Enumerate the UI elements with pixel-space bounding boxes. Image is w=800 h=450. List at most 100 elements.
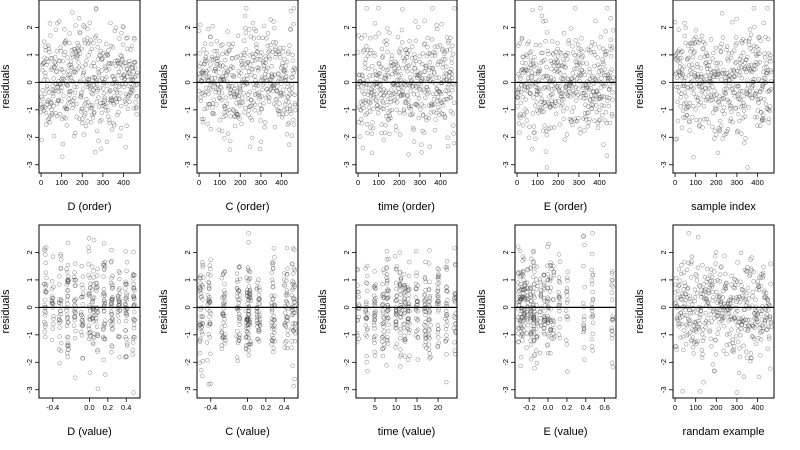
data-point <box>692 299 697 304</box>
data-point <box>742 65 748 70</box>
data-point <box>73 261 78 267</box>
data-point <box>606 95 612 101</box>
data-point <box>722 87 727 92</box>
data-point <box>272 25 277 31</box>
data-point <box>67 92 72 97</box>
data-point <box>445 143 451 149</box>
data-point <box>86 100 91 105</box>
data-point <box>531 301 536 306</box>
data-point <box>718 61 723 66</box>
data-point <box>213 69 219 74</box>
data-point <box>451 314 457 319</box>
y-tick-label: -1 <box>659 107 668 114</box>
data-point <box>244 323 249 328</box>
data-point <box>362 100 368 105</box>
data-point <box>101 90 107 96</box>
data-point <box>708 37 714 42</box>
data-point <box>269 301 274 306</box>
data-point <box>394 297 399 303</box>
data-point <box>608 37 614 42</box>
data-point <box>677 278 682 283</box>
data-point <box>49 337 55 343</box>
data-point <box>217 63 223 68</box>
data-point <box>92 63 97 69</box>
data-point <box>570 88 576 93</box>
data-point <box>414 328 419 334</box>
data-point <box>45 86 50 92</box>
data-point <box>592 63 597 69</box>
data-point <box>86 245 91 250</box>
data-point <box>244 329 249 334</box>
data-point <box>89 106 95 111</box>
data-point <box>557 122 562 127</box>
data-point <box>270 75 275 80</box>
data-point <box>206 26 211 32</box>
data-point <box>695 235 701 240</box>
data-point <box>564 106 570 111</box>
data-point <box>537 350 543 356</box>
data-point <box>761 117 767 122</box>
data-point <box>531 124 537 129</box>
y-axis-label: residuals <box>0 289 12 334</box>
data-point <box>753 316 758 321</box>
data-point <box>422 305 428 311</box>
data-point <box>284 73 289 79</box>
data-point <box>45 59 51 64</box>
data-point <box>95 266 100 272</box>
data-point <box>42 329 47 334</box>
data-point <box>604 49 609 54</box>
data-point <box>103 104 108 110</box>
data-point <box>378 77 383 83</box>
data-point <box>398 46 403 51</box>
data-point <box>201 116 207 122</box>
data-point <box>271 345 276 351</box>
data-point <box>83 79 88 84</box>
data-point <box>103 108 109 113</box>
data-point <box>405 316 411 322</box>
data-point <box>198 98 204 104</box>
data-point <box>71 308 77 313</box>
data-point <box>87 20 92 26</box>
data-point <box>421 104 426 109</box>
data-point <box>116 319 122 324</box>
data-point <box>79 294 84 300</box>
data-point <box>585 124 590 129</box>
data-point <box>372 326 377 331</box>
data-point <box>755 108 761 113</box>
data-point <box>207 300 213 305</box>
data-point <box>581 116 586 121</box>
data-point <box>233 82 238 88</box>
data-point <box>290 91 295 96</box>
data-point <box>589 314 594 320</box>
data-point <box>199 314 205 319</box>
data-point <box>109 350 114 355</box>
data-point <box>580 60 585 66</box>
data-point <box>68 88 74 94</box>
data-point <box>103 372 108 377</box>
data-point <box>732 277 737 282</box>
data-point <box>407 48 412 53</box>
data-point <box>365 130 370 136</box>
data-point <box>252 102 258 107</box>
data-point <box>548 275 554 280</box>
data-point <box>50 295 55 301</box>
data-point <box>211 111 217 117</box>
data-point <box>265 65 270 71</box>
data-point <box>384 272 390 277</box>
data-point <box>587 66 592 72</box>
data-point <box>208 257 213 262</box>
data-point <box>372 53 377 59</box>
data-point <box>735 323 740 328</box>
data-point <box>73 328 78 334</box>
data-point <box>228 114 233 119</box>
data-point <box>704 116 709 122</box>
data-point <box>408 75 413 80</box>
data-point <box>134 94 140 99</box>
data-point <box>397 110 402 116</box>
data-point <box>246 27 252 32</box>
data-point <box>64 312 70 318</box>
data-point <box>376 31 381 36</box>
data-point <box>68 59 74 64</box>
data-point <box>411 61 416 66</box>
